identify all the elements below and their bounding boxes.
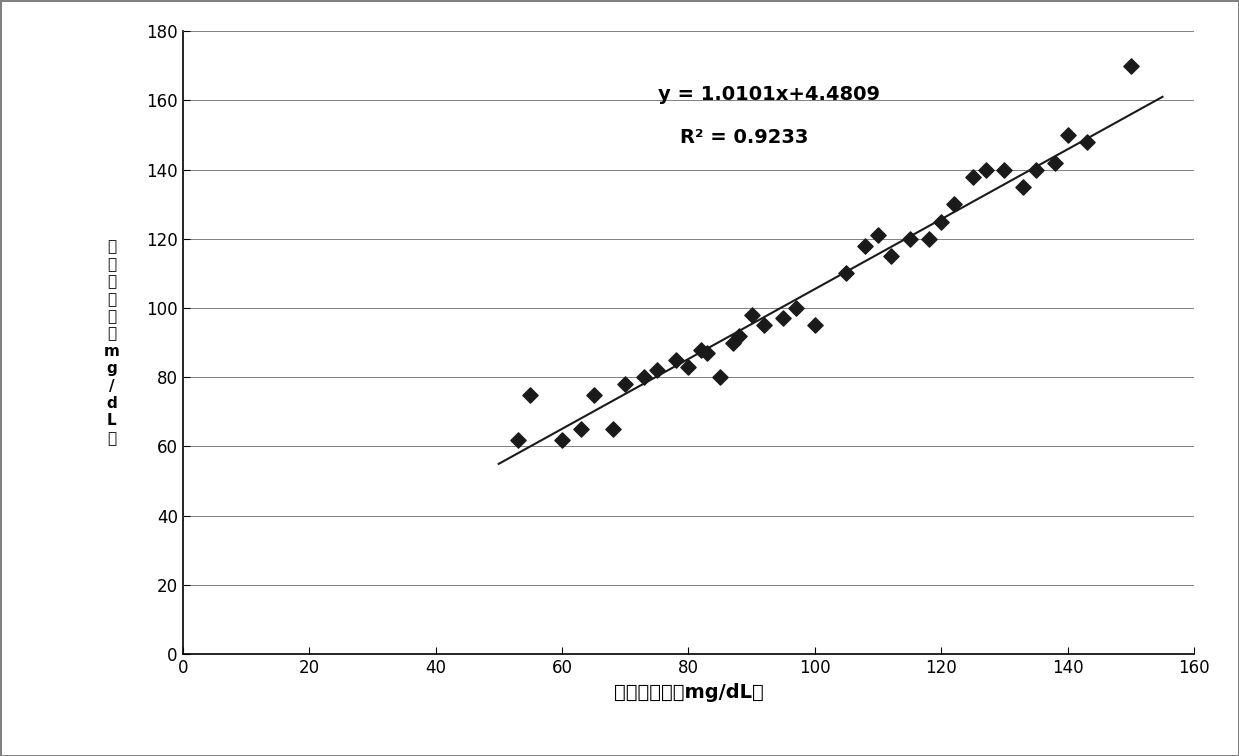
Point [975, 163, 995, 175]
Point [710, 371, 730, 383]
Point [571, 423, 591, 435]
Point [918, 233, 938, 245]
Point [647, 364, 667, 376]
Y-axis label: 白
制
干
片
法
（
m
g
/
d
L
）: 白 制 干 片 法 （ m g / d L ） [103, 240, 119, 446]
Point [932, 215, 952, 228]
Point [722, 336, 742, 349]
Point [1026, 163, 1046, 175]
Point [520, 389, 540, 401]
Point [1077, 136, 1097, 148]
Point [869, 229, 888, 241]
Point [1014, 181, 1033, 193]
Point [616, 378, 636, 390]
Point [1121, 60, 1141, 72]
Point [691, 343, 711, 355]
Point [773, 312, 793, 324]
Point [665, 354, 685, 366]
Point [742, 309, 762, 321]
Point [1046, 156, 1066, 169]
Point [553, 433, 572, 445]
Text: R² = 0.9233: R² = 0.9233 [680, 129, 808, 147]
Point [855, 240, 875, 252]
Point [900, 233, 919, 245]
Point [755, 319, 774, 331]
Point [679, 361, 699, 373]
Point [995, 163, 1015, 175]
Point [963, 171, 983, 183]
Point [805, 319, 825, 331]
Point [602, 423, 622, 435]
Point [1058, 129, 1078, 141]
Point [836, 268, 856, 280]
Point [944, 198, 964, 210]
Point [881, 250, 901, 262]
Point [786, 302, 805, 314]
Point [698, 347, 717, 359]
Text: y = 1.0101x+4.4809: y = 1.0101x+4.4809 [658, 85, 881, 104]
Point [729, 330, 748, 342]
Point [508, 433, 528, 445]
Point [634, 371, 654, 383]
X-axis label: 溶液直接法（mg/dL）: 溶液直接法（mg/dL） [613, 683, 763, 702]
Point [584, 389, 603, 401]
